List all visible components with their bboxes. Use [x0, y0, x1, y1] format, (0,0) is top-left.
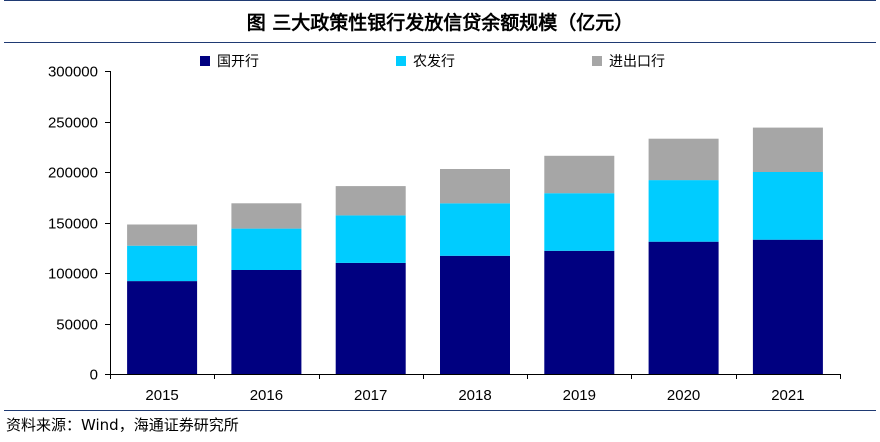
bar-segment-2019-1 [544, 193, 615, 251]
legend-label-2: 进出口行 [609, 54, 665, 70]
bar-segment-2021-1 [752, 172, 823, 240]
y-tick-label-300000: 300000 [48, 64, 98, 81]
y-tick-label-50000: 50000 [56, 317, 98, 334]
y-tick-label-0: 0 [90, 367, 98, 384]
bar-segment-2017-0 [335, 262, 406, 374]
bar-segment-2016-0 [231, 270, 302, 374]
bar-segment-2021-2 [752, 127, 823, 172]
source-note: 资料来源：Wind，海通证券研究所 [6, 416, 239, 434]
legend-swatch-1 [396, 56, 406, 66]
legend-swatch-0 [200, 56, 210, 66]
y-tick-label-100000: 100000 [48, 266, 98, 283]
bar-segment-2019-2 [544, 155, 615, 194]
y-tick-label-200000: 200000 [48, 165, 98, 182]
bar-segment-2015-2 [127, 224, 198, 246]
bar-segment-2020-0 [648, 241, 719, 374]
bar-segment-2015-1 [127, 245, 198, 282]
bar-segment-2018-1 [440, 203, 510, 256]
bar-segment-2021-0 [752, 239, 823, 374]
bar-segment-2017-2 [335, 186, 406, 216]
legend: 国开行 农发行 进出口行 [200, 54, 665, 70]
bar-segment-2016-2 [231, 203, 302, 229]
chart-title: 图 三大政策性银行发放信贷余额规模（亿元） [247, 11, 634, 34]
bar-segment-2020-2 [648, 138, 719, 181]
bar-segment-2019-0 [544, 250, 615, 374]
bar-segment-2018-0 [440, 255, 510, 374]
y-tick-label-150000: 150000 [48, 216, 98, 233]
bar-segment-2015-0 [127, 281, 198, 374]
bar-segment-2017-1 [335, 215, 406, 263]
x-tick-label-2019: 2019 [563, 387, 596, 404]
bar-segment-2020-1 [648, 180, 719, 242]
x-tick-label-2017: 2017 [354, 387, 387, 404]
x-tick-label-2016: 2016 [250, 387, 283, 404]
x-tick-label-2020: 2020 [667, 387, 700, 404]
x-tick-label-2018: 2018 [458, 387, 491, 404]
y-tick-label-250000: 250000 [48, 115, 98, 132]
bar-segment-2018-2 [440, 169, 510, 204]
x-tick-label-2021: 2021 [771, 387, 804, 404]
bar-segment-2016-1 [231, 228, 302, 270]
legend-label-0: 国开行 [217, 54, 259, 70]
legend-swatch-2 [592, 56, 602, 66]
bars-layer [127, 127, 823, 374]
x-tick-label-2015: 2015 [145, 387, 178, 404]
legend-label-1: 农发行 [413, 54, 455, 70]
axes-layer: 0 50000 100000 150000 200000 250000 300000 2015… [48, 64, 841, 404]
